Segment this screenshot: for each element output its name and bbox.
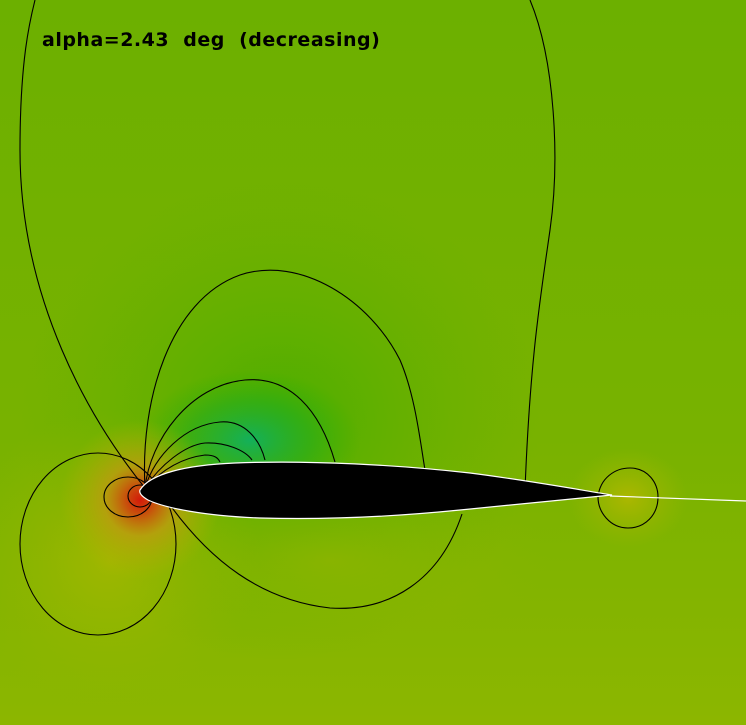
wake-line	[609, 495, 746, 502]
contour-lower-wide	[169, 504, 463, 609]
contour-suction-3	[143, 269, 426, 489]
contour-suction-0	[144, 442, 253, 489]
trailing-edge-halo	[568, 448, 688, 548]
stagnation-region	[60, 420, 220, 580]
contour-outer-loop	[19, 0, 556, 491]
contour-suction-2	[144, 379, 336, 489]
airfoil	[139, 461, 613, 520]
angle-of-attack-label: alpha=2.43 deg (decreasing)	[42, 29, 381, 51]
contour-stagnation-outer	[19, 452, 177, 636]
contour-trailing-edge	[597, 467, 659, 529]
contour-suction-1	[144, 421, 266, 489]
